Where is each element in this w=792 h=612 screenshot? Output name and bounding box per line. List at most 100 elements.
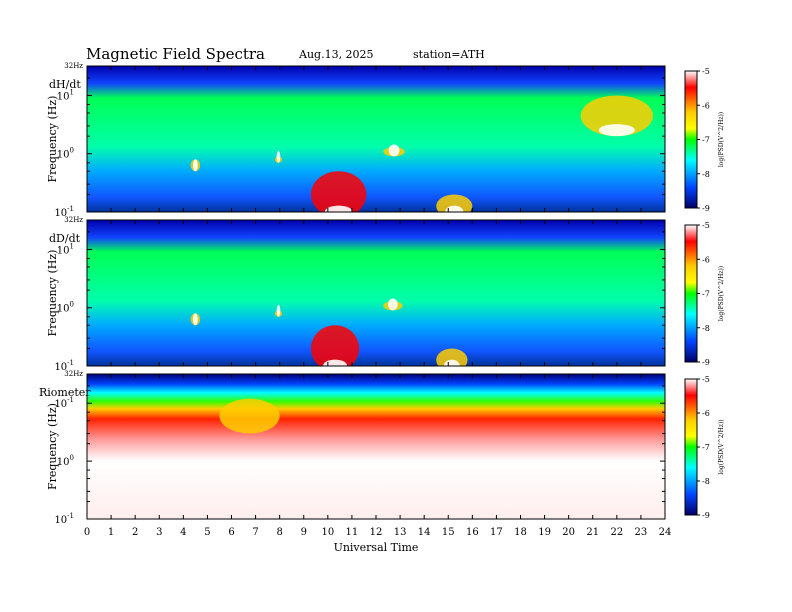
y-tick-exponent: 0	[70, 301, 74, 309]
colorbar-tick-label: -5	[702, 375, 710, 384]
y-tick-label: 100	[57, 454, 74, 468]
colorbar-tick-label: -5	[702, 67, 710, 76]
x-tick-label: 16	[466, 527, 479, 538]
x-tick-label: 12	[370, 527, 383, 538]
y-tick-label: 101	[57, 242, 74, 256]
colorbar-label: log(PSD(V^2/Hz))	[718, 419, 725, 474]
spectral-feature	[310, 171, 367, 212]
x-tick-label: 9	[301, 527, 307, 538]
y-axis-label: Frequency (Hz)	[46, 96, 59, 183]
spectral-feature	[310, 325, 360, 366]
x-tick-label: 22	[610, 527, 623, 538]
x-tick-label: 5	[204, 527, 210, 538]
spectrogram-background	[87, 374, 665, 519]
x-tick-label: 19	[538, 527, 551, 538]
y-tick-exponent: -1	[67, 396, 74, 404]
spectral-feature-peak	[598, 124, 635, 137]
colorbar-label: log(PSD(V^2/Hz))	[718, 112, 725, 167]
panel-label: dD/dt	[49, 232, 81, 245]
y-tick-label: 10-1	[54, 512, 74, 526]
colorbar-tick-label: -7	[702, 290, 710, 299]
y-tick-exponent: -1	[67, 205, 74, 213]
x-tick-label: 15	[442, 527, 455, 538]
panel-label: dH/dt	[49, 78, 81, 91]
y-tick-exponent: -1	[67, 512, 74, 520]
spectral-feature-peak	[388, 298, 398, 311]
spectrogram-area	[87, 374, 665, 519]
y-tick-exponent: 1	[70, 242, 74, 250]
y-tick-exponent: 0	[70, 454, 74, 462]
spectrogram-background	[87, 66, 665, 212]
spectral-feature-peak	[324, 205, 353, 212]
x-tick-label: 4	[180, 527, 186, 538]
spectrogram-background	[87, 220, 665, 366]
colorbar-tick-label: -8	[702, 170, 710, 179]
y-axis-label: Frequency (Hz)	[46, 250, 59, 337]
x-tick-label: 24	[659, 527, 672, 538]
top-tick-label: 32Hz	[64, 370, 83, 378]
x-tick-label: 3	[156, 527, 162, 538]
colorbar	[684, 224, 698, 363]
y-tick-exponent: -1	[67, 359, 74, 367]
x-tick-label: 13	[394, 527, 407, 538]
panel-1: dH/dt 32Hz 101 100 1 0 -1 Frequency (Hz) -5 -6 -7 -…	[46, 62, 725, 219]
colorbar-tick-label: -7	[702, 443, 710, 452]
colorbar-tick-label: -6	[702, 409, 710, 418]
x-tick-label: 8	[276, 527, 282, 538]
y-tick-label: 101	[57, 88, 74, 102]
x-tick-label: 17	[490, 527, 503, 538]
y-tick-label: 100	[57, 147, 74, 161]
x-tick-label: 0	[84, 527, 90, 538]
x-tick-label: 1	[108, 527, 114, 538]
top-tick-label: 32Hz	[64, 216, 83, 224]
spectral-feature	[580, 95, 653, 137]
x-tick-label: 14	[418, 527, 431, 538]
colorbar-tick-label: -9	[702, 511, 710, 520]
colorbar	[684, 378, 698, 516]
colorbar-tick-label: -9	[702, 204, 710, 213]
panel-2: dD/dt 32Hz 101 100 1 0 -1 Frequency (Hz) -5 -6 -7 -…	[46, 216, 725, 373]
colorbar-tick-label: -9	[702, 358, 710, 367]
colorbar-tick-label: -8	[702, 324, 710, 333]
y-tick-exponent: 0	[70, 147, 74, 155]
x-tick-label: 10	[321, 527, 334, 538]
spectral-feature-peak	[192, 313, 198, 326]
colorbar-label: log(PSD(V^2/Hz))	[718, 266, 725, 321]
x-axis-label: Universal Time	[334, 541, 419, 554]
colorbar-tick-label: -8	[702, 477, 710, 486]
colorbar-tick-label: -5	[702, 221, 710, 230]
chart-title: Magnetic Field Spectra	[86, 45, 265, 63]
spectral-feature	[219, 398, 280, 434]
x-tick-label: 11	[346, 527, 359, 538]
spectrogram-area	[87, 66, 665, 212]
y-axis-label: Frequency (Hz)	[46, 403, 59, 490]
date-label: Aug.13, 2025	[299, 48, 374, 61]
spectral-feature-peak	[276, 150, 281, 163]
colorbar-tick-label: -7	[702, 136, 710, 145]
spectral-feature-peak	[323, 359, 348, 366]
x-tick-label: 2	[132, 527, 138, 538]
panel-label: Riometer	[39, 386, 91, 399]
spectral-feature	[436, 348, 468, 366]
spectral-feature-peak	[276, 304, 281, 317]
y-tick-label: 100	[57, 301, 74, 315]
x-tick-label: 23	[635, 527, 648, 538]
colorbar	[684, 70, 698, 209]
spectral-feature-peak	[192, 159, 198, 172]
colorbar-tick-label: -6	[702, 101, 710, 110]
x-tick-label: 18	[514, 527, 527, 538]
station-label: station=ATH	[413, 48, 485, 61]
y-tick-exponent: 1	[70, 88, 74, 96]
colorbar-tick-label: -6	[702, 255, 710, 264]
x-tick-label: 6	[228, 527, 234, 538]
x-tick-label: 20	[562, 527, 575, 538]
spectrogram-area	[87, 220, 665, 366]
top-tick-label: 32Hz	[64, 62, 83, 70]
spectral-feature-peak	[445, 205, 464, 212]
spectral-feature-peak	[388, 144, 400, 157]
x-tick-label: 7	[252, 527, 258, 538]
x-tick-label: 21	[586, 527, 599, 538]
spectral-feature	[436, 194, 473, 212]
